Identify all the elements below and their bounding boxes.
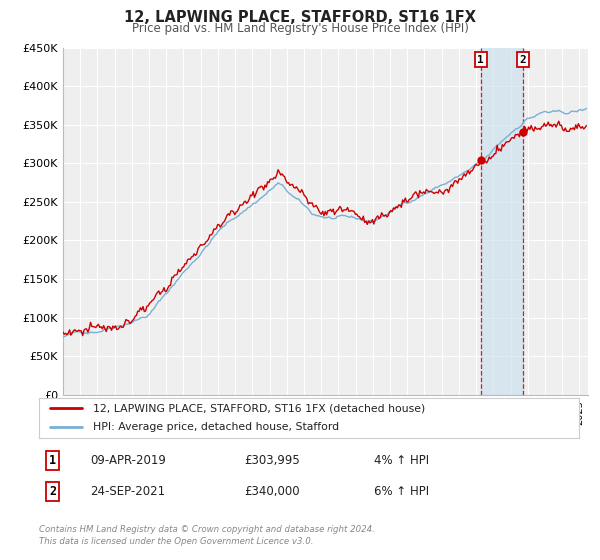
Text: 09-APR-2019: 09-APR-2019 (90, 454, 166, 467)
Bar (481, 48, 523, 395)
Text: 24-SEP-2021: 24-SEP-2021 (90, 485, 166, 498)
Text: 1: 1 (478, 54, 484, 64)
Text: 2: 2 (49, 485, 56, 498)
Text: 12, LAPWING PLACE, STAFFORD, ST16 1FX (detached house): 12, LAPWING PLACE, STAFFORD, ST16 1FX (d… (93, 404, 425, 413)
Text: £303,995: £303,995 (244, 454, 300, 467)
Text: 4% ↑ HPI: 4% ↑ HPI (374, 454, 429, 467)
Text: 1: 1 (49, 454, 56, 467)
Text: Price paid vs. HM Land Registry's House Price Index (HPI): Price paid vs. HM Land Registry's House … (131, 22, 469, 35)
Text: Contains HM Land Registry data © Crown copyright and database right 2024.
This d: Contains HM Land Registry data © Crown c… (39, 525, 375, 546)
Text: 6% ↑ HPI: 6% ↑ HPI (374, 485, 429, 498)
Text: HPI: Average price, detached house, Stafford: HPI: Average price, detached house, Staf… (93, 422, 339, 432)
Text: 2: 2 (520, 54, 526, 64)
Text: £340,000: £340,000 (244, 485, 300, 498)
Text: 12, LAPWING PLACE, STAFFORD, ST16 1FX: 12, LAPWING PLACE, STAFFORD, ST16 1FX (124, 10, 476, 25)
